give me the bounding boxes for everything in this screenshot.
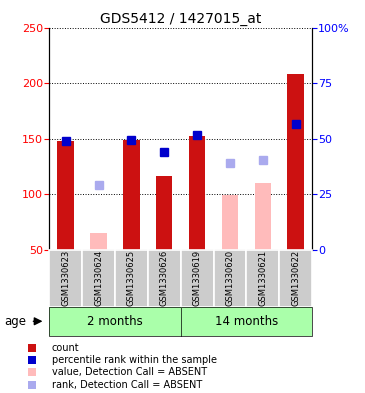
Title: GDS5412 / 1427015_at: GDS5412 / 1427015_at	[100, 13, 261, 26]
Bar	[181, 307, 312, 336]
Bar	[181, 307, 312, 336]
Bar	[58, 141, 74, 250]
Bar	[49, 307, 181, 336]
Bar	[181, 250, 214, 307]
Bar	[254, 183, 271, 250]
Bar	[123, 140, 139, 250]
Bar	[214, 250, 246, 307]
Text: GSM1330621: GSM1330621	[258, 250, 267, 306]
Text: GSM1330625: GSM1330625	[127, 250, 136, 306]
Text: GSM1330620: GSM1330620	[226, 250, 234, 306]
Bar	[115, 250, 148, 307]
Text: rank, Detection Call = ABSENT: rank, Detection Call = ABSENT	[52, 380, 202, 390]
Text: value, Detection Call = ABSENT: value, Detection Call = ABSENT	[52, 367, 207, 377]
Bar	[156, 176, 172, 250]
Text: percentile rank within the sample: percentile rank within the sample	[52, 355, 217, 365]
Bar	[49, 307, 181, 336]
Bar	[246, 250, 279, 307]
Text: GSM1330619: GSM1330619	[193, 250, 201, 306]
Bar	[49, 250, 82, 307]
Text: GSM1330622: GSM1330622	[291, 250, 300, 306]
Text: count: count	[52, 343, 80, 353]
Text: 14 months: 14 months	[215, 315, 278, 328]
Text: GSM1330623: GSM1330623	[61, 250, 70, 306]
Bar	[279, 250, 312, 307]
Text: GSM1330626: GSM1330626	[160, 250, 169, 306]
Bar	[189, 136, 205, 250]
Text: 2 months: 2 months	[87, 315, 143, 328]
Bar	[148, 250, 181, 307]
Bar	[91, 233, 107, 250]
Bar	[222, 195, 238, 250]
Bar	[82, 250, 115, 307]
Text: age: age	[4, 315, 26, 328]
Bar	[287, 74, 304, 250]
Text: GSM1330624: GSM1330624	[94, 250, 103, 306]
